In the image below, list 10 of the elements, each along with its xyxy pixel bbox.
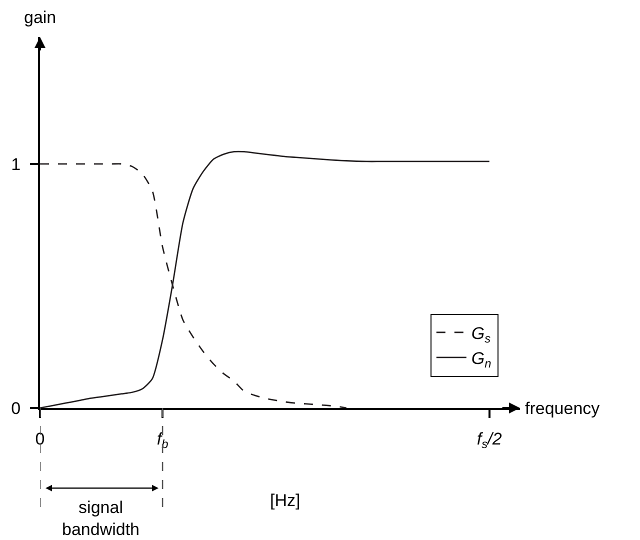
- x-tick-label: 0: [35, 429, 45, 448]
- legend-label: G$_{n}$: [471, 349, 492, 371]
- x-axis-title: frequency: [525, 399, 600, 418]
- x-tick-label: f$_{s}$/2: [476, 429, 502, 451]
- text: [Hz]: [270, 491, 300, 510]
- legend-label: G$_{s}$: [471, 324, 491, 346]
- text: signal bandwidth: [62, 498, 140, 540]
- y-tick-label: 1: [11, 154, 21, 174]
- line-series: [40, 150, 490, 408]
- y-axis-title: gain: [24, 8, 56, 27]
